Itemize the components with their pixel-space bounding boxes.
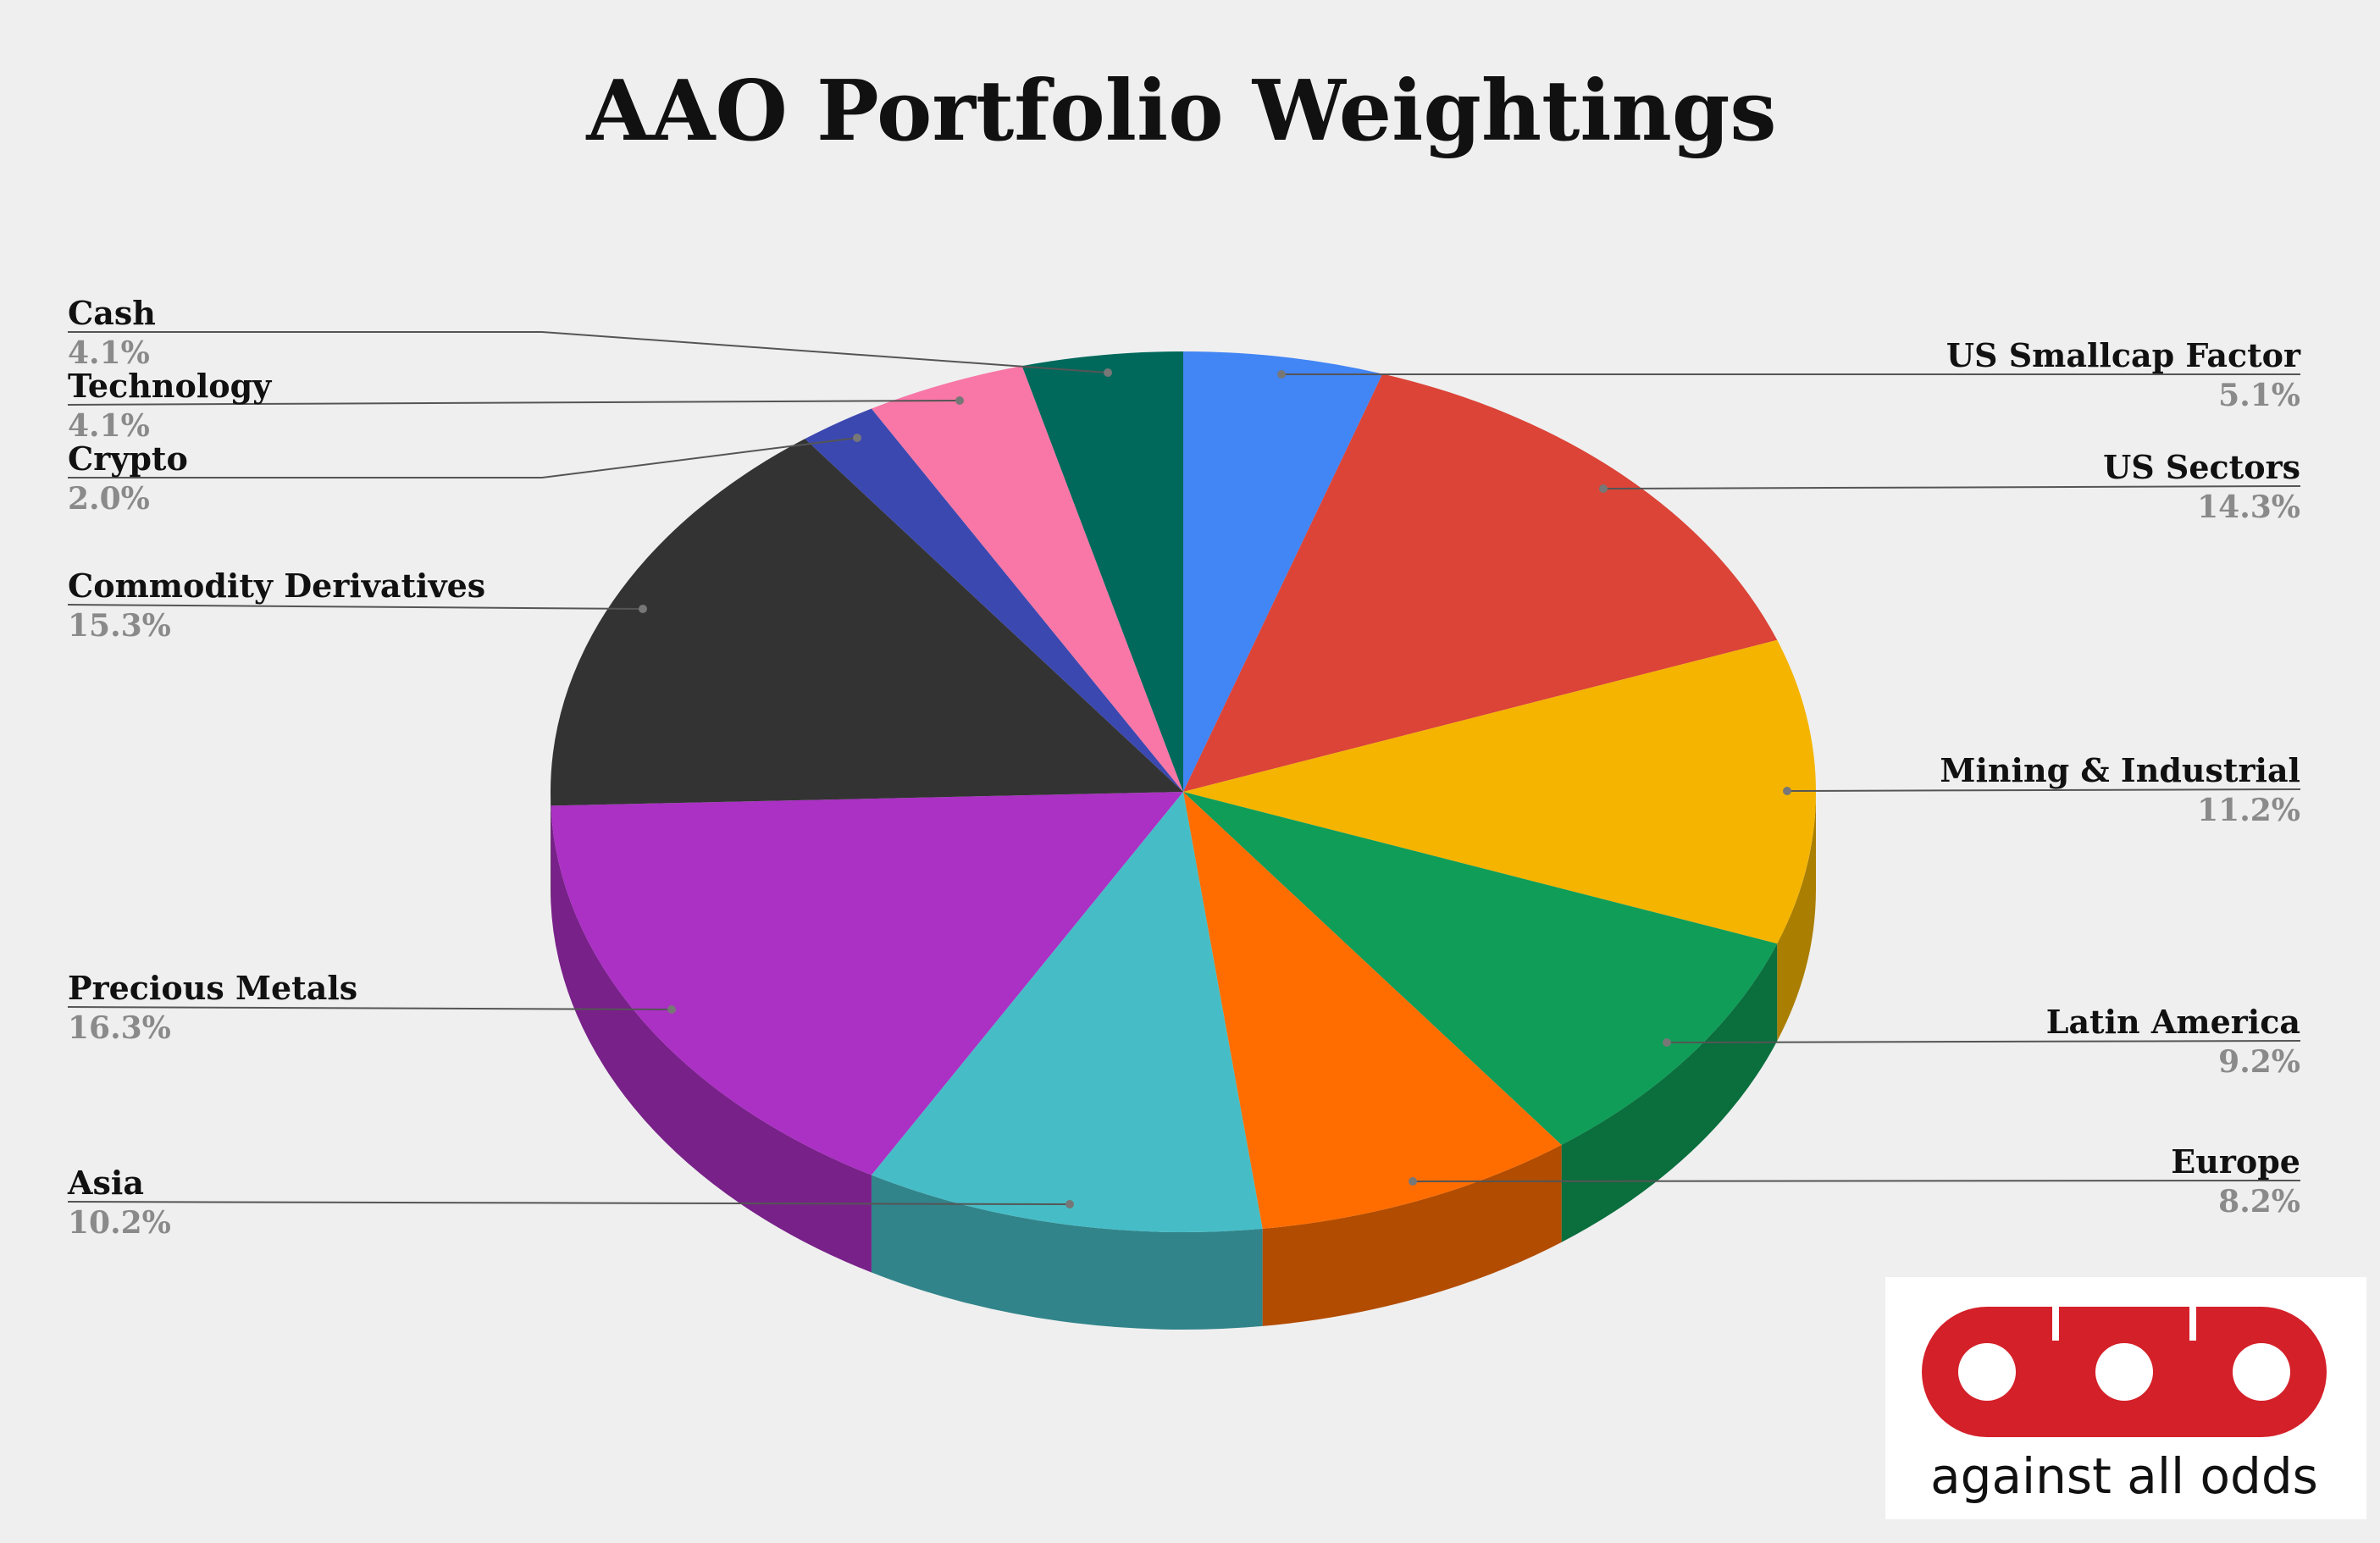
pie-slice-technology xyxy=(871,366,1183,792)
leader-dot-us-sectors xyxy=(1599,484,1608,493)
pie-slice-europe xyxy=(1183,792,1562,1229)
pie-slice-commodity-derivatives xyxy=(551,439,1183,806)
pie-slice-latin-america xyxy=(1183,792,1778,1145)
logo-hole-3 xyxy=(2233,1343,2290,1401)
leader-dot-precious-metals xyxy=(667,1005,676,1014)
leader-dot-latin-america xyxy=(1663,1038,1671,1047)
logo-notch-1 xyxy=(2052,1307,2059,1341)
leader-dot-europe xyxy=(1409,1177,1417,1186)
label-name-asia: Asia xyxy=(67,1164,144,1202)
leader-line-technology xyxy=(67,400,960,406)
pie-side-europe xyxy=(1262,1144,1562,1326)
label-name-technology: Technology xyxy=(68,367,272,405)
leader-line-asia xyxy=(67,1201,1071,1205)
label-name-us-smallcap-factor: US Smallcap Factor xyxy=(1946,336,2301,374)
leader-line-latin-america xyxy=(1666,1040,2301,1043)
pie-side-asia xyxy=(871,1175,1263,1330)
logo-hole-2 xyxy=(2095,1343,2153,1401)
chart-title: AAO Portfolio Weightings xyxy=(585,63,1776,160)
leader-line-mining-industrial xyxy=(1786,788,2301,792)
aao-logo-icon xyxy=(1922,1307,2327,1437)
pie-slice-us-smallcap-factor xyxy=(1183,351,1383,792)
leader-line-cash xyxy=(68,331,1109,373)
label-name-crypto: Crypto xyxy=(68,440,188,478)
leader-line-commodity-derivatives xyxy=(67,604,644,610)
data-label-us-smallcap-factor: US Smallcap Factor 5.1% xyxy=(1277,336,2301,413)
label-value-technology: 4.1% xyxy=(68,408,150,444)
label-name-latin-america: Latin America xyxy=(2046,1003,2300,1041)
label-value-cash: 4.1% xyxy=(68,335,150,371)
label-value-commodity-derivatives: 15.3% xyxy=(68,608,171,644)
leader-dot-crypto xyxy=(853,434,861,442)
pie-side-latin-america xyxy=(1561,943,1778,1242)
logo-text: against all odds xyxy=(1930,1447,2318,1505)
leader-line-precious-metals xyxy=(67,1006,672,1010)
pie-layer xyxy=(551,351,1816,1330)
leader-dot-technology xyxy=(955,396,964,405)
leader-dot-cash xyxy=(1104,368,1112,377)
leader-dot-commodity-derivatives xyxy=(639,605,647,613)
label-name-commodity-derivatives: Commodity Derivatives xyxy=(68,567,485,605)
label-value-europe: 8.2% xyxy=(2218,1184,2300,1219)
pie-slice-us-sectors xyxy=(1183,373,1778,792)
pie-slice-cash xyxy=(1021,351,1183,792)
label-value-us-sectors: 14.3% xyxy=(2197,489,2300,525)
leader-line-crypto xyxy=(68,437,858,478)
leader-line-us-sectors xyxy=(1602,485,2301,489)
aao-logo: against all odds xyxy=(1885,1277,2366,1519)
pie-slice-asia xyxy=(871,792,1263,1232)
pie-slice-precious-metals xyxy=(551,792,1183,1175)
data-label-mining-industrial: Mining & Industrial 11.2% xyxy=(1783,751,2301,828)
logo-hole-1 xyxy=(1958,1343,2016,1401)
leader-dot-us-smallcap-factor xyxy=(1277,370,1286,379)
label-value-latin-america: 9.2% xyxy=(2218,1044,2300,1080)
leader-dot-mining-industrial xyxy=(1783,787,1791,795)
label-name-europe: Europe xyxy=(2171,1142,2300,1181)
pie-side-mining-industrial xyxy=(1777,792,1816,1042)
pie-slice-crypto xyxy=(805,408,1183,792)
label-value-crypto: 2.0% xyxy=(68,481,150,517)
pie-side-walls xyxy=(551,792,1816,1330)
label-name-precious-metals: Precious Metals xyxy=(68,969,357,1007)
label-name-cash: Cash xyxy=(68,294,156,332)
label-value-mining-industrial: 11.2% xyxy=(2197,793,2300,828)
logo-notch-2 xyxy=(2189,1307,2196,1341)
label-name-us-sectors: US Sectors xyxy=(2103,448,2300,486)
pie-slice-mining-industrial xyxy=(1183,639,1816,944)
leader-dot-asia xyxy=(1065,1200,1074,1208)
pie-side-precious-metals xyxy=(551,805,872,1273)
label-value-asia: 10.2% xyxy=(68,1205,171,1241)
label-value-us-smallcap-factor: 5.1% xyxy=(2218,378,2300,413)
label-value-precious-metals: 16.3% xyxy=(68,1010,171,1046)
label-name-mining-industrial: Mining & Industrial xyxy=(1940,751,2300,789)
